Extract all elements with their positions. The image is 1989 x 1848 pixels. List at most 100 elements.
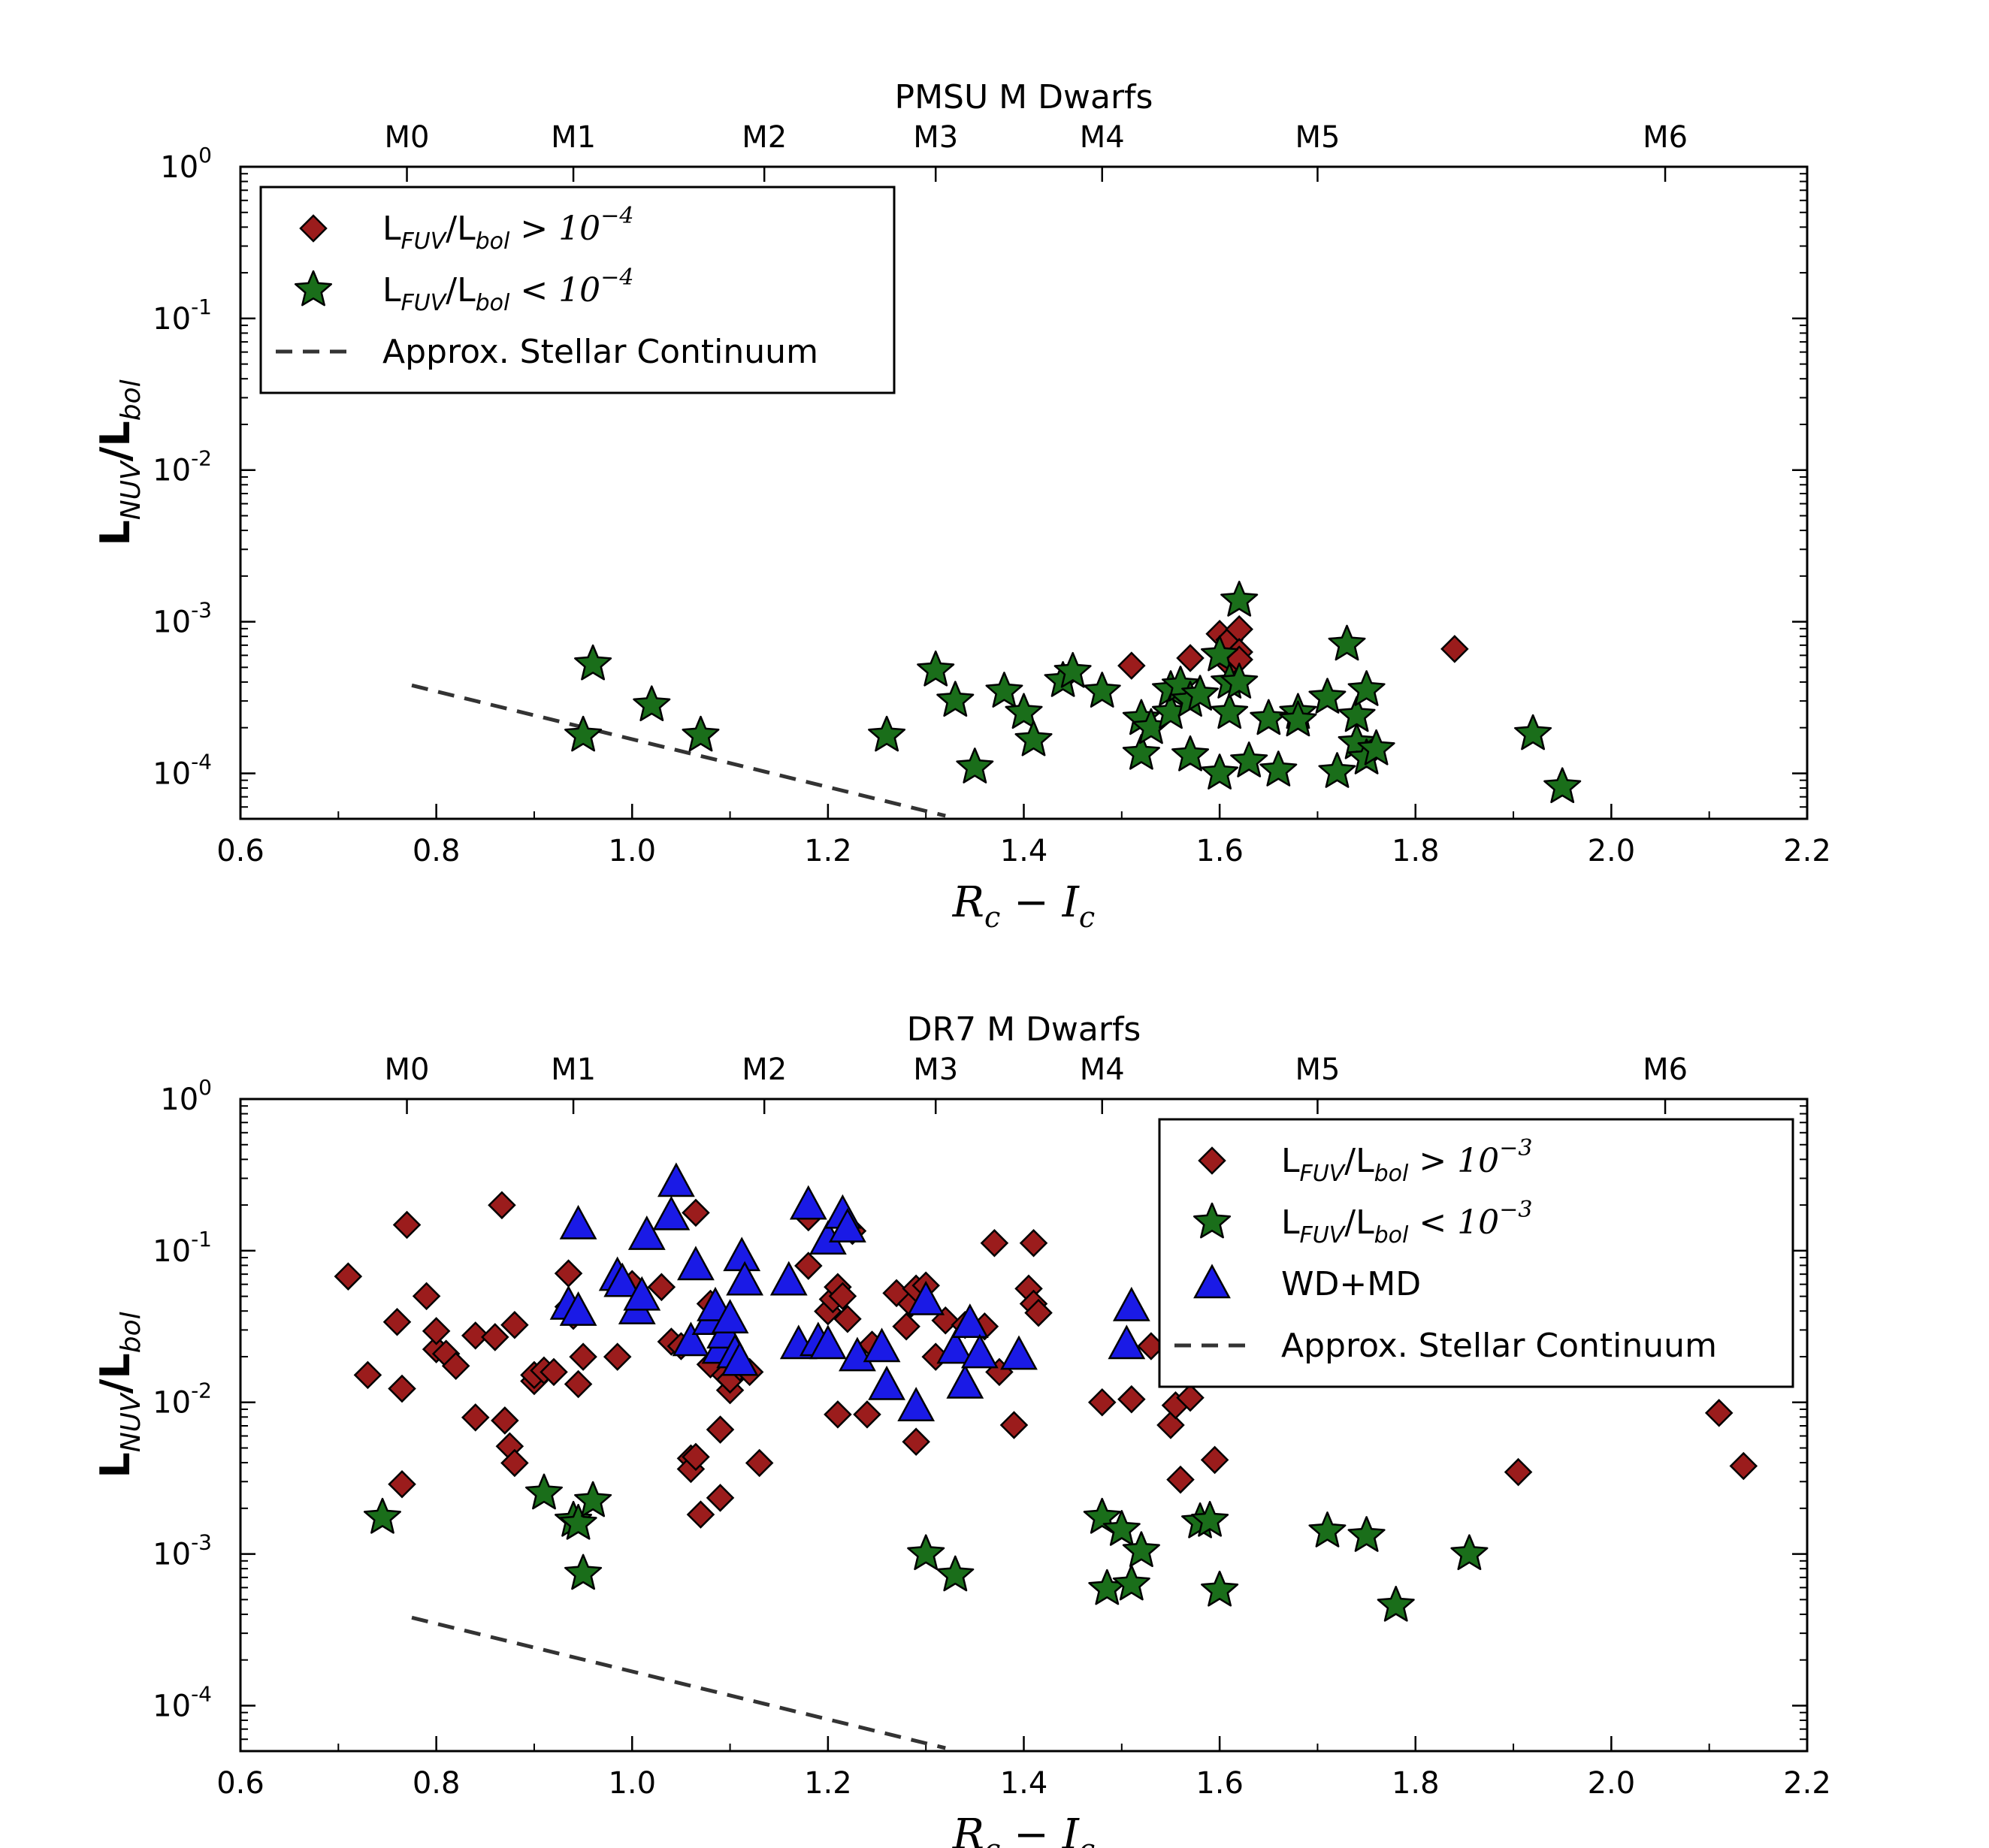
star-point [1450, 1534, 1489, 1571]
star-point [559, 1503, 597, 1540]
star-point [1005, 693, 1043, 729]
y-tick-label: 10-4 [153, 749, 212, 791]
diamond-point [564, 1369, 593, 1399]
legend-label: LFUV/Lbol > 10−3 [1281, 1135, 1532, 1187]
star-point [1122, 733, 1160, 770]
diamond-point [388, 1469, 416, 1499]
star-point [1220, 581, 1259, 617]
legend-entry-star: LFUV/Lbol < 10−4 [294, 264, 633, 316]
y-tick-label: 10-2 [153, 1378, 212, 1421]
triangle-point [809, 1324, 847, 1360]
x-tick-label: 1.0 [608, 834, 656, 868]
star-point [1201, 1570, 1239, 1607]
star-point [1543, 767, 1582, 804]
legend: LFUV/Lbol > 10−4 LFUV/Lbol < 10−4 Approx. … [259, 186, 896, 394]
x-tick-label: 2.0 [1588, 1766, 1636, 1801]
diamond-point [980, 1228, 1009, 1258]
triangle-point [839, 1336, 876, 1372]
diamond-point [392, 1210, 422, 1240]
diamond-point [853, 1400, 881, 1429]
star-point [1112, 1564, 1150, 1601]
diamond-point [461, 1321, 490, 1350]
diamond-point [334, 1262, 363, 1291]
star-point [564, 1554, 603, 1590]
star-point [1171, 735, 1210, 772]
triangle-point [897, 1387, 936, 1422]
y-tick-label: 10-3 [153, 598, 212, 640]
star-point [1102, 1510, 1141, 1546]
spectral-type-label: M0 [385, 1052, 430, 1087]
x-tick-label: 2.0 [1588, 834, 1636, 868]
diamond-point [500, 1448, 529, 1478]
star-point [1230, 741, 1268, 778]
legend-entry-diamond: LFUV/Lbol > 10−4 [299, 203, 633, 255]
x-tick-label: 1.4 [1000, 834, 1048, 868]
diamond-point [481, 1323, 509, 1351]
star-point [907, 1534, 945, 1571]
diamond-point [1176, 1383, 1205, 1412]
star-point [1514, 714, 1552, 750]
spectral-type-label: M3 [913, 120, 958, 155]
diamond-point [706, 1415, 735, 1444]
star-point [574, 1481, 612, 1517]
diamond-point [603, 1342, 632, 1371]
triangle-point [829, 1207, 866, 1243]
star-point [574, 644, 612, 681]
star-point [1191, 1500, 1229, 1537]
triangle-point [1112, 1286, 1150, 1321]
diamond-point [686, 1500, 715, 1529]
triangle-point [907, 1280, 945, 1315]
diamond-point [1166, 1465, 1195, 1494]
legend-label: LFUV/Lbol < 10−3 [1281, 1197, 1532, 1249]
triangle-point [1000, 1335, 1038, 1370]
star-point [1201, 635, 1239, 672]
spectral-type-axis: M0 M1 M2 M3 M4 M5 M6 [385, 120, 1688, 182]
panel-2: 0.6 0.8 1.0 1.2 1.4 1.6 1.8 2.0 2.2M0 M1 M2 M3 M4 M5 M… [92, 1010, 1831, 1848]
series-star [564, 581, 1582, 804]
stellar-continuum-line [411, 1615, 946, 1750]
star-point [1122, 1531, 1160, 1568]
star-point [1308, 678, 1347, 714]
diamond-point [824, 1400, 852, 1429]
diamond-point [682, 1442, 710, 1472]
star-point [936, 1555, 975, 1592]
legend: LFUV/Lbol > 10−3 LFUV/Lbol < 10−3 WD+MD App… [1158, 1118, 1794, 1388]
y-axis-ticks: 100 10-1 10-2 10-3 10-4 [153, 143, 1807, 808]
y-tick-label: 10-2 [153, 446, 212, 488]
triangle-point [627, 1215, 666, 1250]
legend-diamond-icon [1198, 1146, 1226, 1175]
legend-diamond-icon [299, 214, 328, 243]
triangle-point [623, 1276, 661, 1311]
triangle-point [863, 1327, 901, 1363]
legend-label: Approx. Stellar Continuum [1281, 1327, 1717, 1365]
x-tick-label: 1.6 [1196, 834, 1244, 868]
panel-1: 0.6 0.8 1.0 1.2 1.4 1.6 1.8 2.0 2.2M0 M1 M2 M3 M4 M5 M… [92, 78, 1831, 934]
diamond-point [682, 1198, 710, 1227]
diamond-point [382, 1307, 412, 1336]
legend-entry-triangle: WD+MD [1193, 1264, 1421, 1303]
x-axis-ticks: 0.6 0.8 1.0 1.2 1.4 1.6 1.8 2.0 2.2 [216, 1736, 1831, 1801]
star-point [1211, 693, 1249, 729]
diamond-point [1024, 1298, 1053, 1327]
star-point [985, 672, 1023, 708]
triangle-point [721, 1341, 759, 1376]
legend-label: LFUV/Lbol > 10−4 [382, 203, 633, 255]
triangle-point [789, 1185, 827, 1220]
legend-entry-star: LFUV/Lbol < 10−3 [1192, 1197, 1532, 1249]
diamond-point [1156, 1411, 1185, 1439]
x-tick-label: 0.8 [413, 1766, 461, 1801]
y-axis-ticks: 100 10-1 10-2 10-3 10-4 [153, 1075, 1807, 1741]
y-axis-label: LNUV/Lbol [92, 1312, 147, 1478]
diamond-point [902, 1427, 930, 1456]
x-tick-label: 1.0 [608, 1766, 656, 1801]
legend-box [259, 186, 896, 394]
triangle-point [868, 1365, 905, 1400]
x-tick-label: 1.4 [1000, 1766, 1048, 1801]
series-diamond [1117, 614, 1469, 680]
star-point [868, 715, 906, 752]
legend-star-icon [294, 270, 333, 306]
diamond-point [1200, 1445, 1229, 1475]
spectral-type-label: M4 [1080, 1052, 1125, 1087]
star-point [1347, 670, 1386, 706]
y-tick-label: 10-1 [153, 1227, 212, 1269]
